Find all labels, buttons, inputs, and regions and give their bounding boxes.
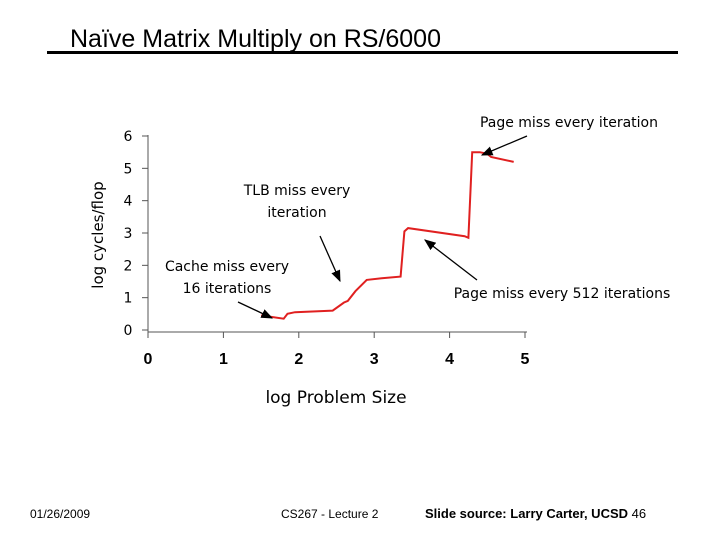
x-tick-label: 2	[294, 351, 303, 368]
annotation-label: Cache miss every 16 iterations	[165, 259, 289, 297]
annotation-label-line: 16 iterations	[183, 281, 272, 297]
annotation-arrow	[424, 239, 478, 281]
annotation-label: Page miss every 512 iterations	[454, 286, 671, 302]
annotation-label-line: Cache miss every	[165, 259, 289, 275]
y-tick-label: 5	[124, 161, 133, 177]
chart-annotations: Page miss every iteration TLB miss every i…	[165, 115, 671, 319]
y-axis-label: log cycles/flop	[89, 181, 107, 288]
x-axis-label: log Problem Size	[265, 388, 406, 408]
footer-source: Slide source: Larry Carter, UCSD 46	[425, 506, 646, 522]
slide-title: Naïve Matrix Multiply on RS/6000	[70, 25, 441, 53]
y-tick-label: 3	[124, 226, 133, 242]
y-tick-label: 6	[124, 129, 133, 145]
page-number: 46	[631, 506, 647, 521]
chart-ticks: 0 1 2 3 4 5 6 0 1 2 3 4 5	[124, 129, 530, 368]
annotation-label: TLB miss every iteration	[243, 183, 351, 221]
chart-axes	[147, 135, 527, 333]
title-rule	[47, 51, 678, 54]
x-tick-label: 5	[521, 351, 530, 368]
annotation-label-line: TLB miss every	[243, 183, 351, 199]
y-tick-label: 4	[124, 194, 133, 210]
y-tick-label: 0	[124, 323, 133, 339]
footer-date: 01/26/2009	[30, 507, 91, 521]
series-line	[260, 151, 514, 320]
annotation-arrow	[480, 135, 528, 156]
annotation-label-line: iteration	[267, 205, 326, 221]
y-tick-label: 2	[124, 258, 133, 274]
x-tick-label: 0	[144, 351, 153, 368]
annotation-label: Page miss every iteration	[480, 115, 658, 131]
annotation-arrow	[319, 235, 341, 283]
footer-lecture: CS267 - Lecture 2	[281, 507, 379, 521]
x-tick-label: 1	[219, 351, 228, 368]
y-tick-label: 1	[124, 291, 133, 307]
annotation-arrow	[237, 301, 274, 319]
x-tick-label: 3	[370, 351, 379, 368]
footer-source-text: Slide source: Larry Carter, UCSD	[425, 506, 629, 521]
x-tick-label: 4	[445, 351, 454, 368]
